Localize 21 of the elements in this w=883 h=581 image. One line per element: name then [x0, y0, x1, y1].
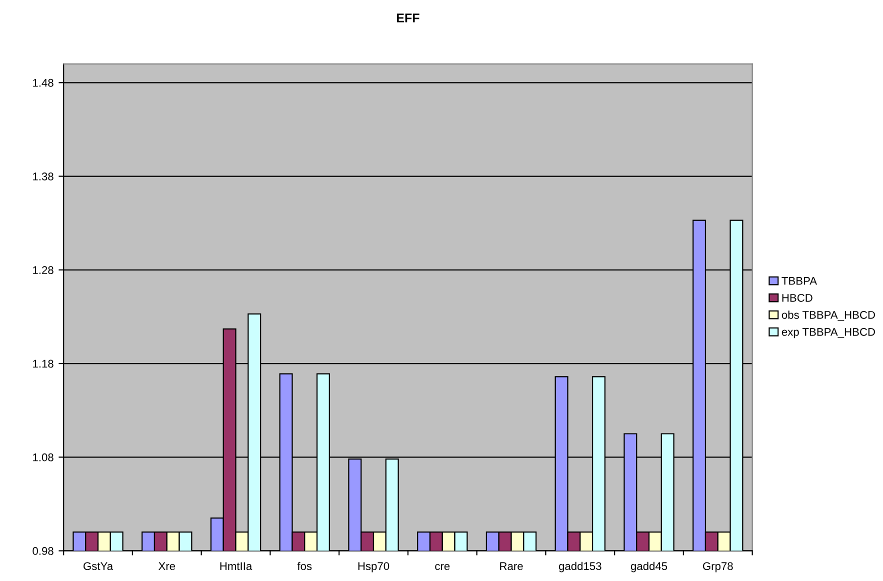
x-tick-label: gadd45: [630, 562, 668, 572]
legend-label: obs TBBPA_HBCD: [782, 310, 875, 321]
x-tick-label: gadd153: [558, 562, 602, 572]
x-tick-label: Hsp70: [358, 562, 390, 572]
x-tick-label: HmtIIa: [220, 562, 252, 570]
x-tick-label: fos: [297, 562, 312, 570]
legend-label: exp TBBPA_HBCD: [782, 328, 875, 338]
x-tick-label: Grp78: [703, 562, 733, 572]
x-tick-label: Rare: [500, 562, 523, 570]
legend-label: HBCD: [782, 294, 812, 302]
y-tick-label: 1.48: [33, 78, 54, 87]
y-tick-label: 1.08: [33, 453, 54, 462]
y-tick-label: 0.98: [32, 547, 54, 555]
y-tick-label: 1.18: [33, 360, 54, 368]
x-tick-label: cre: [435, 564, 450, 570]
x-tick-label: Xre: [158, 562, 176, 570]
y-tick-label: 1.28: [33, 266, 54, 274]
y-tick-label: 1.38: [33, 172, 54, 180]
chart-title: EFF: [396, 14, 420, 22]
x-tick-label: GstYa: [84, 562, 114, 570]
legend-label: TBBPA: [782, 277, 818, 285]
